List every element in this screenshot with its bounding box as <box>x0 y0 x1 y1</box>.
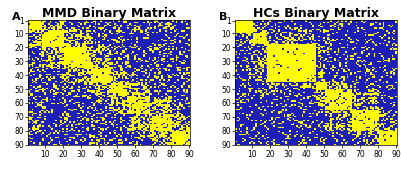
Title: HCs Binary Matrix: HCs Binary Matrix <box>253 7 379 20</box>
Title: MMD Binary Matrix: MMD Binary Matrix <box>42 7 176 20</box>
Text: A: A <box>12 11 20 21</box>
Text: B: B <box>219 11 227 21</box>
